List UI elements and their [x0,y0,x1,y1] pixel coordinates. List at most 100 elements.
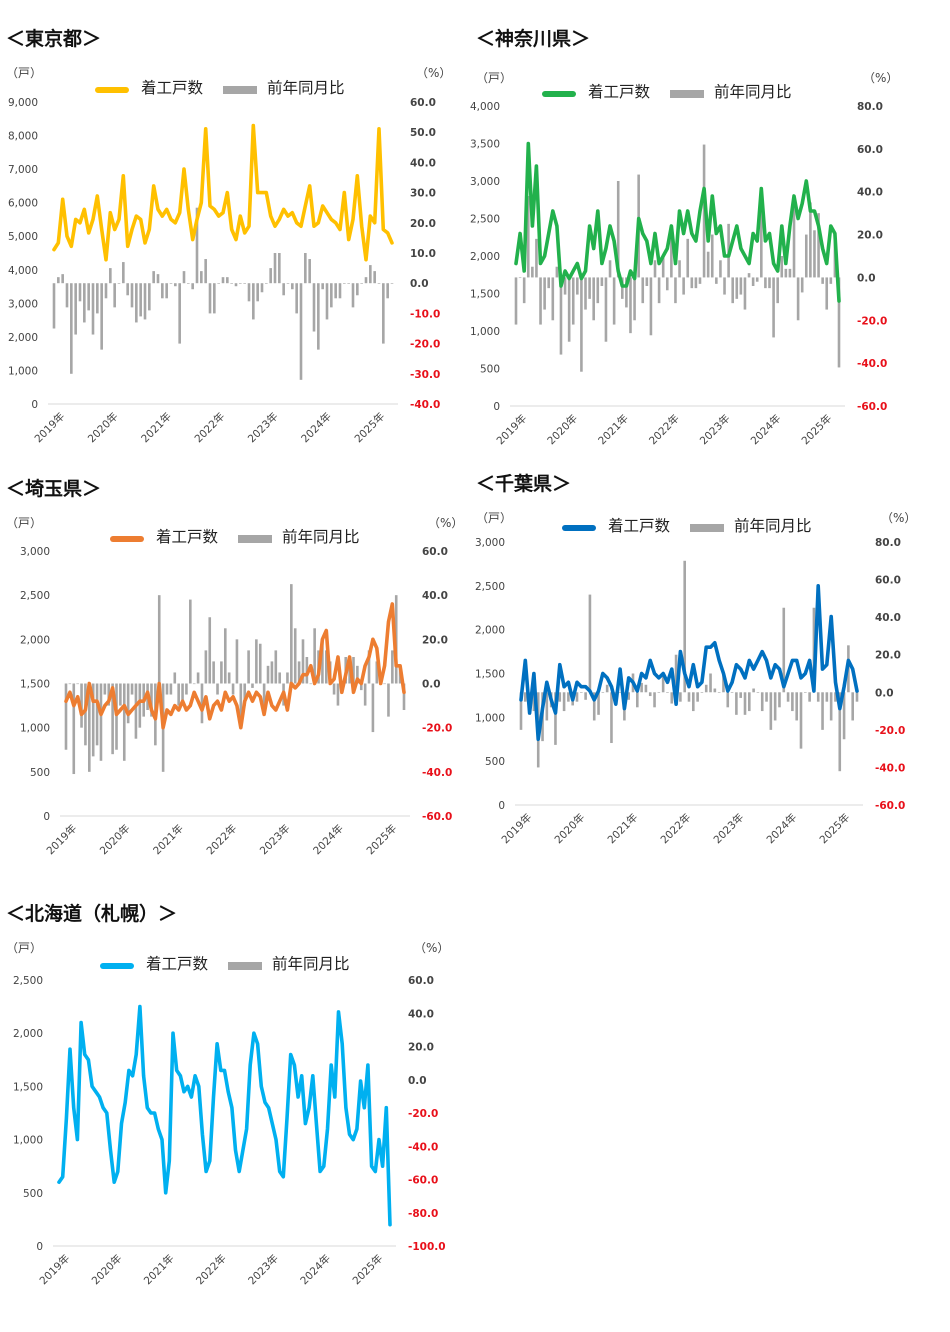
yoy-bar [621,277,624,299]
yoy-bar [126,283,129,296]
left-tick-label: 9,000 [8,97,38,109]
yoy-bar [220,661,223,684]
yoy-bar [143,283,147,320]
yoy-bar [330,283,333,308]
x-tick-label: 2022年 [193,1252,229,1288]
legend-bar-label: 前年同月比 [734,517,812,535]
yoy-bar [743,277,747,310]
x-tick-label: 2025年 [352,410,388,446]
yoy-bar [336,683,340,706]
yoy-bar [644,684,648,693]
yoy-bar [231,683,235,695]
yoy-bar [562,692,566,712]
x-tick-label: 2020年 [97,822,133,858]
right-tick-label: -30.0 [410,369,440,381]
yoy-bar [726,692,730,708]
yoy-bar [313,628,316,684]
left-tick-label: 0 [31,399,38,411]
yoy-bar [270,661,274,684]
yoy-bar [243,283,246,284]
right-axis-unit: （%） [416,66,451,80]
yoy-bar [532,692,536,712]
yoy-bar [185,683,188,695]
yoy-bar [247,650,250,684]
yoy-bar [122,262,125,284]
x-tick-label: 2023年 [257,822,293,858]
yoy-bar [367,650,371,684]
x-tick-label: 2021年 [138,410,174,446]
yoy-bar [657,277,661,304]
chart-title: ＜東京都＞ [6,27,101,50]
x-tick-label: 2019年 [37,1252,73,1288]
left-tick-label: 1,000 [13,1135,43,1147]
right-tick-label: -20.0 [857,315,887,327]
left-tick-label: 0 [493,401,500,413]
left-tick-label: 500 [23,1188,43,1200]
tokyo-chart: ＜東京都＞ （戸） （%） 着工戸数 前年同月比 9,000 8,000 7,000 6,000… [6,27,451,446]
yoy-bar [135,283,138,323]
legend-bar-swatch [690,524,724,532]
yoy-bar [751,277,755,286]
right-tick-label: -40.0 [422,767,452,779]
yoy-bar [625,277,628,308]
left-tick-label: 2,000 [475,625,505,637]
yoy-bar [111,683,114,755]
yoy-bar [373,271,376,284]
yoy-bar [235,639,239,684]
yoy-bar [195,207,199,284]
yoy-bar [571,277,575,325]
right-tick-label: 60.0 [408,975,434,987]
legend-bar-label: 前年同月比 [272,955,350,973]
right-tick-label: -20.0 [422,723,452,735]
yoy-bar [653,260,657,278]
yoy-bar [247,283,251,302]
left-tick-label: 3,000 [8,298,38,310]
yoy-bar [551,277,555,321]
legend-bar-label: 前年同月比 [267,79,345,97]
yoy-bar [181,683,184,702]
chart-panel-tokyo: ＜東京都＞ （戸） （%） 着工戸数 前年同月比 9,000 8,000 7,000 6,000… [0,20,460,460]
yoy-bar [262,683,266,706]
yoy-bar [274,650,278,684]
yoy-bar [208,283,212,314]
right-axis-unit: （%） [414,941,449,955]
yoy-bar [115,683,118,750]
yoy-bar [670,234,673,278]
yoy-bar [72,683,76,775]
left-axis-unit: （戸） [476,71,512,85]
x-tick-label: 2020年 [85,410,121,446]
left-tick-label: 2,000 [470,251,500,263]
left-tick-label: 4,000 [8,265,38,277]
yoy-bar [778,692,781,708]
saitama-chart: ＜埼玉県＞ （戸） （%） 着工戸数 前年同月比 3,000 2,500 2,000 1,500… [6,477,460,858]
chart-panel-hokkaido: ＜北海道（札幌）＞ （戸） （%） 着工戸数 前年同月比 2,500 2,000 1,500 1… [0,895,460,1315]
yoy-bar [265,283,268,284]
yoy-bar [99,683,103,761]
yoy-bar [731,277,734,304]
yoy-bar [91,683,95,757]
yoy-bar [83,283,86,323]
yoy-bar [305,657,309,684]
yoy-bar [343,283,346,284]
yoy-bar [217,283,220,284]
yoy-bar [522,277,526,304]
yoy-bar [543,277,546,310]
right-tick-label: -20.0 [410,339,440,351]
yoy-bar [710,234,714,278]
left-tick-label: 3,000 [475,537,505,549]
yoy-bar [324,650,328,684]
yoy-bar [756,692,760,693]
yoy-bar [545,692,549,721]
yoy-bar [588,277,591,299]
right-tick-label: -20.0 [875,725,905,737]
yoy-bar [627,692,630,700]
yoy-bar [299,283,303,380]
yoy-bar [165,683,169,695]
yoy-bar [352,657,355,684]
yoy-bar [735,692,738,715]
yoy-bar [760,692,764,712]
yoy-bar [709,673,712,693]
yoy-bar [325,283,329,320]
right-tick-label: 0.0 [410,278,429,290]
yoy-bar [70,283,73,374]
